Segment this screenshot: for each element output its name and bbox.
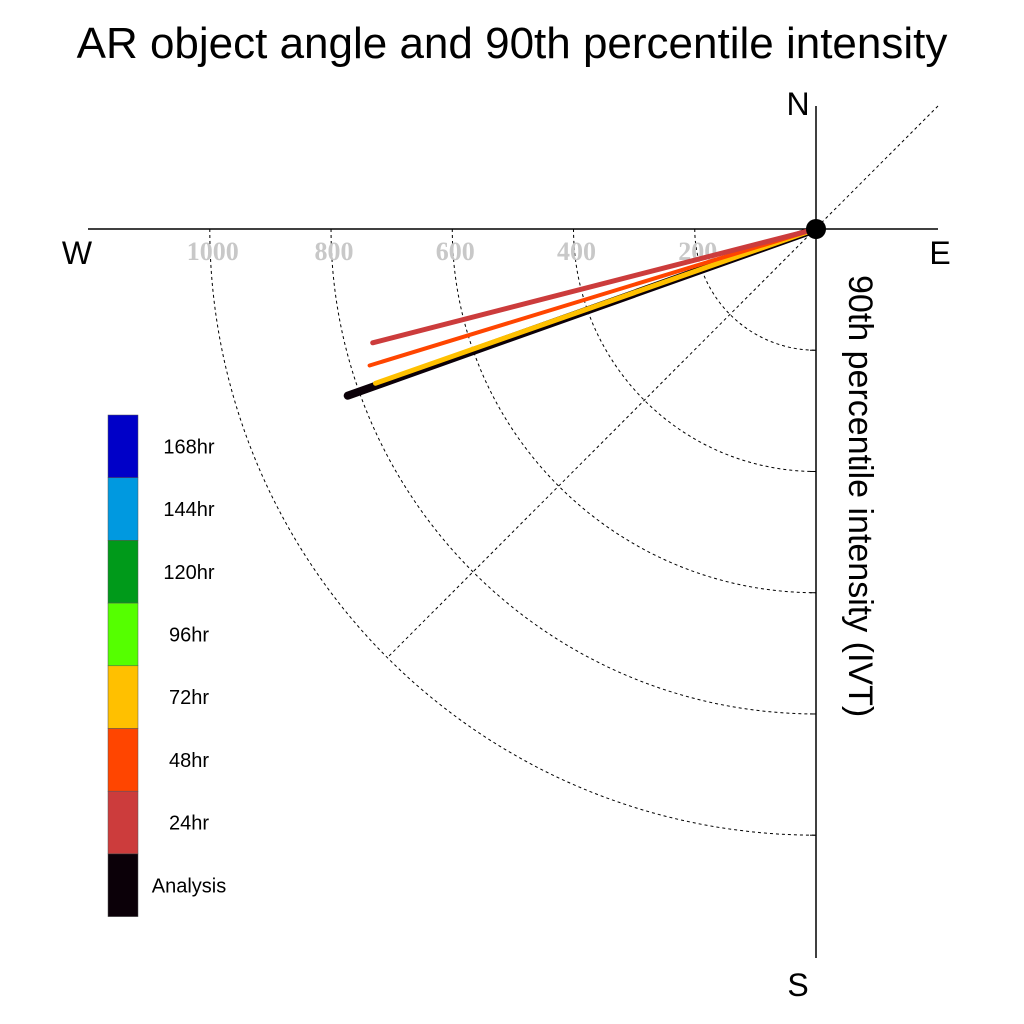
compass-north: N [786, 86, 809, 122]
legend-swatch-144hr [107, 477, 139, 541]
legend-label-analysis: Analysis [152, 875, 226, 897]
legend-swatch-120hr [107, 540, 139, 604]
legend-label-48hr: 48hr [169, 750, 209, 772]
axes [88, 105, 939, 958]
vector-72hr [373, 226, 819, 386]
legend-swatch-96hr [107, 602, 139, 667]
tick-label-400: 400 [557, 237, 596, 266]
legend-label-144hr: 144hr [163, 499, 214, 521]
origin-marker [806, 219, 826, 239]
grid-ring-400 [573, 228, 817, 472]
legend-label-96hr: 96hr [169, 625, 209, 647]
legend-label-168hr: 168hr [163, 436, 214, 458]
tick-label-1000: 1000 [187, 237, 239, 266]
legend: 168hr 144hr 120hr 96hr 72hr 48hr 24hr Analysis [107, 414, 226, 917]
vector-24hr [370, 226, 819, 346]
legend-label-120hr: 120hr [163, 562, 214, 584]
legend-swatch-168hr [107, 414, 139, 478]
radial-grid [209, 228, 817, 836]
compass-east: E [929, 235, 950, 271]
diagonal-guide [387, 105, 939, 658]
grid-ring-800 [330, 228, 817, 715]
legend-label-72hr: 72hr [169, 687, 209, 709]
tick-label-600: 600 [436, 237, 475, 266]
legend-swatch-24hr [107, 790, 139, 855]
vector-48hr [367, 227, 818, 368]
legend-swatch-analysis [107, 853, 139, 917]
tick-label-800: 800 [315, 237, 354, 266]
chart-title: AR object angle and 90th percentile inte… [77, 19, 948, 68]
grid-ring-600 [451, 228, 817, 594]
vectors [343, 225, 820, 400]
compass-west: W [62, 235, 93, 271]
legend-label-24hr: 24hr [169, 813, 209, 835]
compass-south: S [787, 967, 808, 1003]
y-axis-label: 90th percentile intensity (IVT) [841, 275, 879, 717]
legend-swatch-72hr [107, 665, 139, 729]
legend-swatch-48hr [107, 728, 139, 792]
grid-ring-200 [694, 228, 817, 351]
grid-ring-1000 [209, 228, 817, 836]
